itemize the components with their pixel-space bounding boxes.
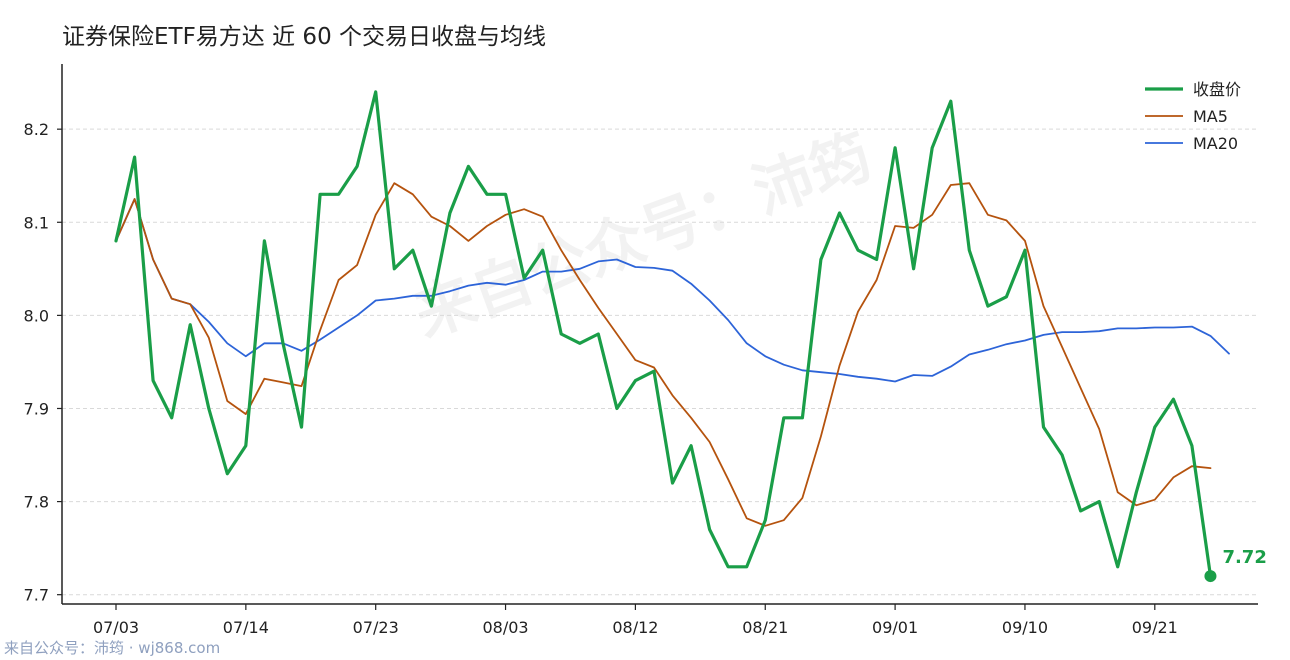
y-axis-ticks: 7.7 7.8 7.9 8.0 8.1 8.2 <box>24 120 62 605</box>
x-tick-label: 08/12 <box>612 618 658 637</box>
x-tick-label: 09/01 <box>872 618 918 637</box>
close-price-line <box>114 90 1213 578</box>
chart-title: 证券保险ETF易方达 近 60 个交易日收盘与均线 <box>62 24 546 50</box>
axes <box>61 64 1258 605</box>
watermark-text: 来自公众号：沛筠 <box>406 121 881 351</box>
y-tick-label: 8.0 <box>24 306 49 325</box>
x-tick-label: 07/03 <box>93 618 139 637</box>
y-tick-label: 7.9 <box>24 399 49 418</box>
y-tick-label: 8.2 <box>24 120 49 139</box>
ma20-line <box>115 198 1230 383</box>
legend-label: MA20 <box>1193 134 1238 153</box>
x-tick-label: 07/14 <box>223 618 269 637</box>
x-axis-ticks: 07/03 07/14 07/23 08/03 08/12 08/21 09/01 09/10… <box>93 604 1178 637</box>
ma5-line <box>115 182 1212 527</box>
y-tick-label: 7.8 <box>24 493 49 512</box>
legend-label: 收盘价 <box>1193 80 1241 99</box>
x-tick-label: 09/21 <box>1132 618 1178 637</box>
legend-label: MA5 <box>1193 107 1228 126</box>
last-close-dot <box>1204 570 1217 583</box>
footer-credit: 来自公众号：沛筠 · wj868.com <box>4 639 220 657</box>
x-tick-label: 07/23 <box>353 618 399 637</box>
last-point-marker: 7.72 <box>1204 547 1267 583</box>
legend: 收盘价 MA5 MA20 <box>1145 80 1241 153</box>
x-tick-label: 09/10 <box>1002 618 1048 637</box>
y-tick-label: 8.1 <box>24 213 49 232</box>
last-close-label: 7.72 <box>1222 547 1266 568</box>
x-tick-label: 08/03 <box>482 618 528 637</box>
y-tick-label: 7.7 <box>24 586 49 605</box>
plot-series <box>114 90 1230 578</box>
x-tick-label: 08/21 <box>742 618 788 637</box>
